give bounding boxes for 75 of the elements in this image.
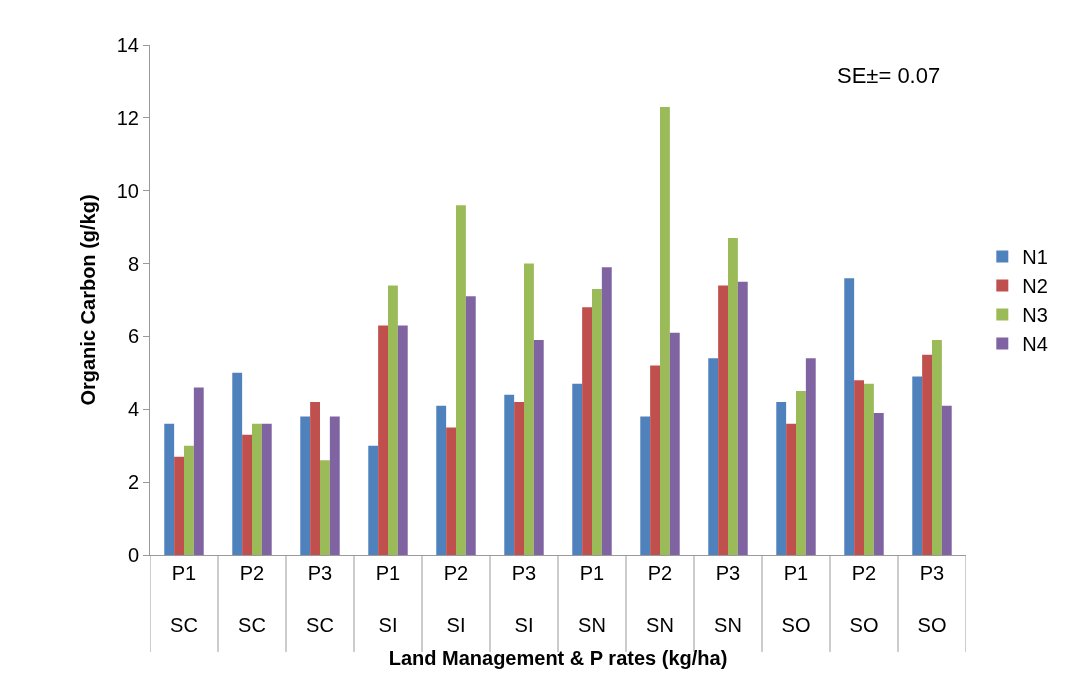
bar xyxy=(922,354,932,555)
bar xyxy=(718,285,728,555)
bar xyxy=(854,380,864,555)
bar xyxy=(582,307,592,555)
bar xyxy=(650,365,660,555)
bar xyxy=(728,238,738,555)
category-label: P2 SO xyxy=(849,562,879,636)
bar xyxy=(524,263,534,555)
category-label: P2 SC xyxy=(238,562,266,636)
y-tick-label: 10 xyxy=(116,179,139,202)
y-tick-label: 12 xyxy=(116,106,139,129)
bar xyxy=(640,416,651,555)
x-axis-title: Land Management & P rates (kg/ha) xyxy=(388,646,728,669)
bar xyxy=(184,445,194,555)
bar xyxy=(864,383,874,555)
bar xyxy=(164,423,175,555)
bar xyxy=(533,340,544,555)
bar xyxy=(737,281,748,555)
bar xyxy=(300,416,311,555)
category-label: P3 SC xyxy=(306,562,334,636)
category-label: P1 SC xyxy=(170,562,198,636)
bar xyxy=(776,402,787,555)
bar xyxy=(320,460,330,555)
bar xyxy=(397,325,408,555)
bar xyxy=(572,383,583,555)
y-axis-title: Organic Carbon (g/kg) xyxy=(77,194,100,406)
bar xyxy=(514,402,524,555)
legend-label: N4 xyxy=(1022,333,1048,356)
bar xyxy=(932,340,942,555)
y-tick-label: 6 xyxy=(127,325,139,348)
bar xyxy=(436,405,447,555)
bar xyxy=(388,285,398,555)
bar xyxy=(174,456,184,555)
bar xyxy=(465,296,476,555)
bar xyxy=(660,106,670,555)
bar xyxy=(232,372,243,555)
category-label: P3 SN xyxy=(714,562,742,636)
category-label: P2 SI xyxy=(443,562,469,636)
category-label: P1 SN xyxy=(578,562,606,636)
legend-label: N1 xyxy=(1022,246,1048,269)
y-tick-label: 8 xyxy=(127,252,139,275)
category-label: P3 SO xyxy=(917,562,947,636)
bar xyxy=(310,402,320,555)
category-label: P1 SI xyxy=(375,562,401,636)
bar xyxy=(912,376,923,555)
category-label: P3 SI xyxy=(511,562,537,636)
category-label: P2 SN xyxy=(646,562,674,636)
bar xyxy=(504,394,515,555)
bar xyxy=(378,325,388,555)
bar xyxy=(941,405,952,555)
bar xyxy=(242,434,252,555)
annotation: SE±= 0.07 xyxy=(837,63,941,88)
bar xyxy=(193,387,204,555)
bar xyxy=(873,412,884,555)
y-tick-label: 0 xyxy=(127,544,139,566)
bar xyxy=(261,423,272,555)
y-tick-label: 14 xyxy=(116,34,139,56)
bar xyxy=(368,445,379,555)
legend-label: N3 xyxy=(1022,304,1048,327)
y-tick-label: 2 xyxy=(127,471,139,494)
bar xyxy=(669,332,680,555)
bar xyxy=(844,278,855,555)
bar xyxy=(796,391,806,555)
bar xyxy=(708,358,719,555)
bar xyxy=(786,423,796,555)
y-tick-label: 4 xyxy=(127,398,139,421)
bar xyxy=(446,427,456,555)
bar xyxy=(805,358,816,555)
category-label: P1 SO xyxy=(781,562,811,636)
legend-label: N2 xyxy=(1022,275,1048,298)
bar xyxy=(601,267,612,555)
bar xyxy=(456,205,466,555)
bar xyxy=(329,416,340,555)
bar xyxy=(592,289,602,555)
bar xyxy=(252,423,262,555)
